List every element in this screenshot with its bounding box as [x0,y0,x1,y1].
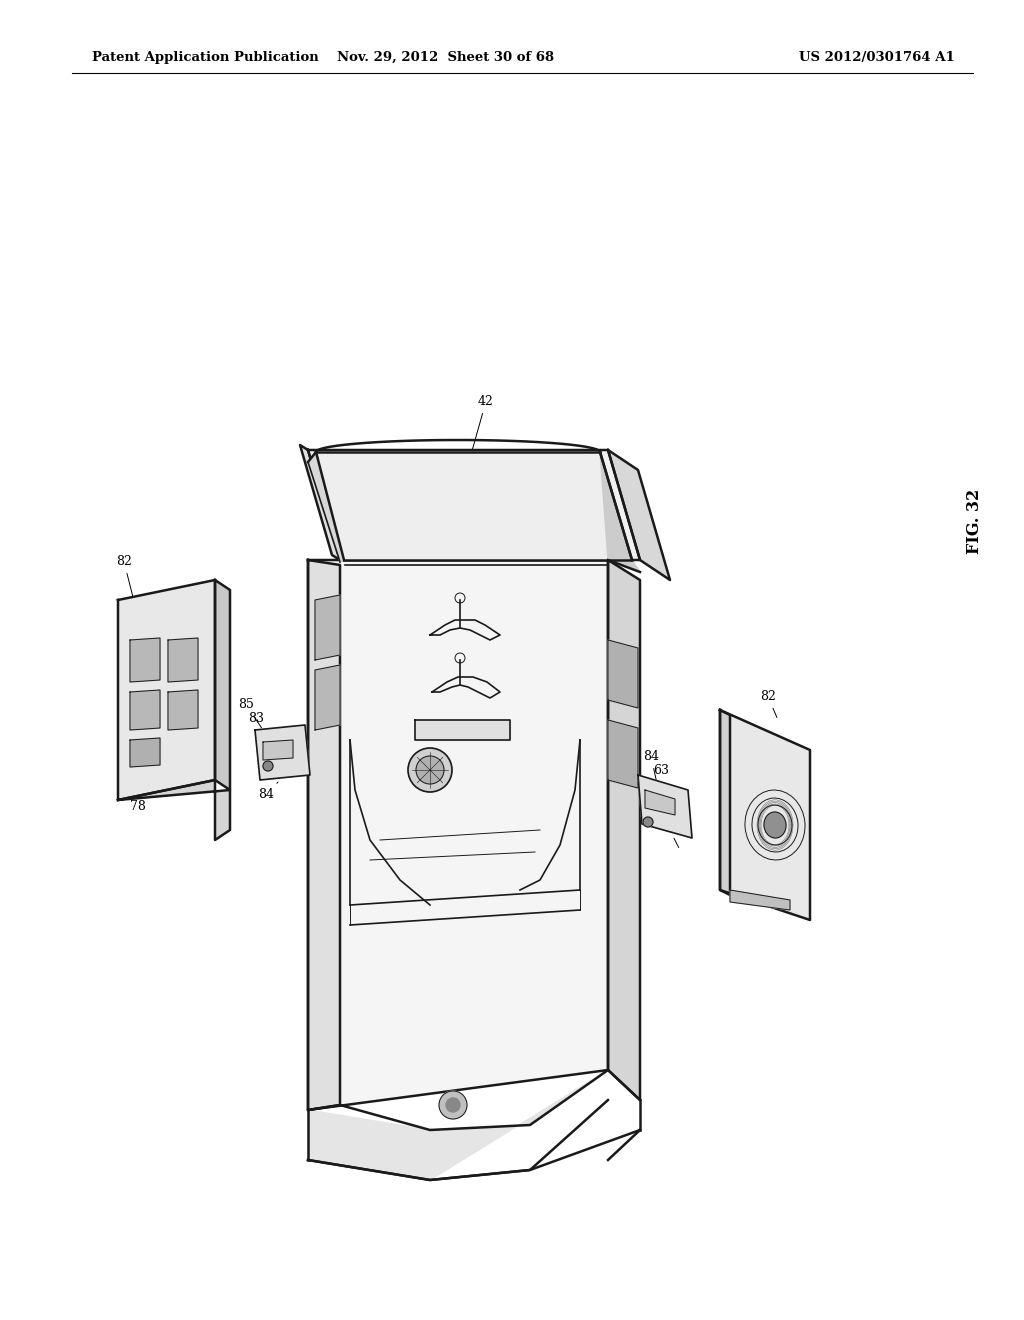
Text: 84: 84 [643,750,659,785]
Polygon shape [720,710,810,920]
Text: 85: 85 [238,698,261,727]
Text: 78: 78 [130,797,145,813]
Polygon shape [308,560,608,1110]
Polygon shape [263,741,293,760]
Polygon shape [255,725,310,780]
Polygon shape [168,638,198,682]
Polygon shape [608,450,670,579]
Text: 42: 42 [471,395,494,455]
Polygon shape [608,560,640,1100]
Text: 78: 78 [660,820,679,847]
Polygon shape [130,738,160,767]
Polygon shape [308,451,344,562]
Text: 83: 83 [248,711,268,738]
Text: 82: 82 [116,554,134,602]
Polygon shape [300,445,340,560]
Polygon shape [118,579,215,800]
Polygon shape [600,451,640,572]
Circle shape [416,756,444,784]
Polygon shape [315,665,340,730]
Polygon shape [215,579,230,789]
Polygon shape [415,719,510,741]
Text: 84: 84 [258,781,279,801]
Polygon shape [308,450,640,560]
Polygon shape [168,690,198,730]
Polygon shape [308,560,340,1110]
Polygon shape [308,1071,608,1180]
Polygon shape [130,638,160,682]
Circle shape [446,1098,460,1111]
Text: 63: 63 [653,764,669,800]
Circle shape [408,748,452,792]
Polygon shape [720,710,730,895]
Text: 82: 82 [760,690,777,718]
Polygon shape [608,640,638,708]
Text: 85: 85 [672,800,689,829]
Polygon shape [645,789,675,814]
Polygon shape [130,690,160,730]
Polygon shape [608,719,638,788]
Text: Nov. 29, 2012  Sheet 30 of 68: Nov. 29, 2012 Sheet 30 of 68 [337,51,554,63]
Text: Patent Application Publication: Patent Application Publication [92,51,318,63]
Text: FIG. 32: FIG. 32 [967,488,983,554]
Polygon shape [316,451,632,560]
Circle shape [439,1092,467,1119]
Circle shape [263,762,273,771]
Polygon shape [730,890,790,909]
Circle shape [643,817,653,828]
Ellipse shape [764,812,786,838]
Polygon shape [638,775,692,838]
Polygon shape [315,595,340,660]
Text: US 2012/0301764 A1: US 2012/0301764 A1 [799,51,954,63]
Polygon shape [118,780,230,840]
